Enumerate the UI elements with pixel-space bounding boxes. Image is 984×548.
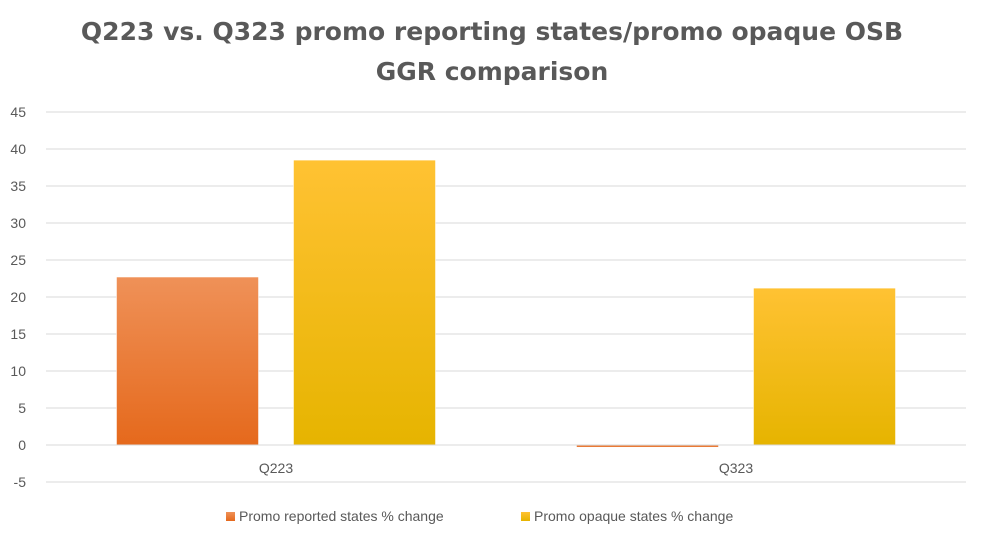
y-tick-label: 40 (10, 141, 26, 157)
x-axis-tick-labels: Q223 Q323 (259, 460, 753, 476)
legend-label: Promo reported states % change (239, 508, 444, 524)
y-tick-label: 5 (18, 400, 26, 416)
y-tick-label: 45 (10, 104, 26, 120)
y-tick-label: 10 (10, 363, 26, 379)
chart-title: Q223 vs. Q323 promo reporting states/pro… (0, 12, 984, 92)
y-tick-label: -5 (14, 474, 27, 490)
chart-title-line-2: GGR comparison (375, 57, 609, 86)
y-tick-label: 15 (10, 326, 26, 342)
chart-title-line-1: Q223 vs. Q323 promo reporting states/pro… (80, 17, 904, 46)
bar-opaque-q223 (293, 159, 436, 446)
bar-reported-q223 (116, 276, 259, 446)
y-tick-label: 30 (10, 215, 26, 231)
y-tick-label: 35 (10, 178, 26, 194)
y-tick-label: 20 (10, 289, 26, 305)
bar-opaque-q323 (753, 287, 896, 446)
y-tick-label: 0 (18, 437, 26, 453)
legend: Promo reported states % change Promo opaq… (226, 508, 733, 524)
x-tick-label: Q223 (259, 460, 293, 476)
legend-swatch (226, 512, 235, 521)
legend-label: Promo opaque states % change (534, 508, 733, 524)
legend-swatch (521, 512, 530, 521)
y-tick-label: 25 (10, 252, 26, 268)
x-tick-label: Q323 (719, 460, 753, 476)
bars (46, 159, 966, 448)
y-axis-tick-labels: -5 0 5 10 15 20 25 30 35 40 45 (10, 104, 26, 490)
